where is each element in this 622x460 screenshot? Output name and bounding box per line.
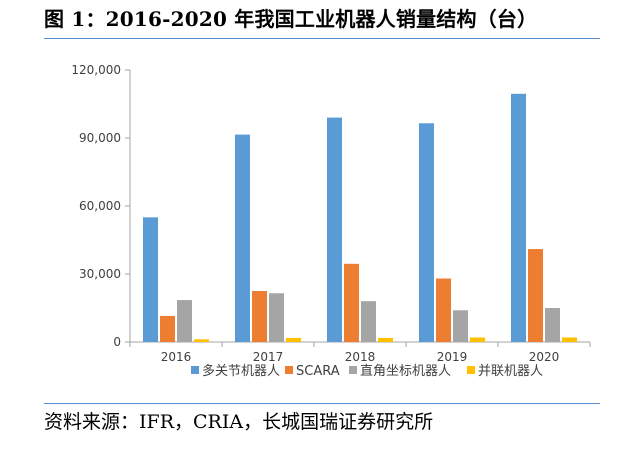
title-rule	[44, 38, 600, 39]
y-tick-label: 30,000	[79, 267, 121, 281]
bar-2017-s1	[235, 134, 250, 342]
bar-2016-s4	[194, 339, 209, 342]
y-tick-label: 60,000	[79, 199, 121, 213]
bar-2018-s3	[361, 301, 376, 342]
legend-label-s2: SCARA	[296, 364, 340, 379]
legend-swatch-s3	[349, 366, 357, 374]
x-tick-label: 2020	[529, 350, 560, 364]
bar-2020-s4	[562, 337, 577, 342]
bar-2016-s1	[143, 217, 158, 342]
bar-2018-s2	[344, 263, 359, 342]
bar-2019-s4	[470, 337, 485, 342]
legend-label-s4: 并联机器人	[478, 364, 543, 379]
source-rule	[44, 403, 600, 404]
bar-2019-s3	[453, 310, 468, 342]
x-tick-label: 2019	[437, 350, 468, 364]
bar-2020-s1	[511, 93, 526, 342]
bar-2019-s1	[419, 123, 434, 343]
y-tick-label: 0	[113, 335, 121, 349]
bar-2017-s3	[269, 293, 284, 342]
y-tick-label: 90,000	[79, 131, 121, 145]
x-tick-label: 2016	[161, 350, 192, 364]
bar-2016-s2	[160, 315, 175, 342]
bar-2017-s2	[252, 291, 267, 342]
y-tick-label: 120,000	[71, 63, 121, 77]
legend-label-s3: 直角坐标机器人	[360, 364, 451, 379]
legend-swatch-s4	[467, 366, 475, 374]
bar-2016-s3	[177, 300, 192, 342]
legend-swatch-s1	[191, 366, 199, 374]
bar-chart: 0 30,000 60,000 90,000 120,000 2016 2017 2018 20…	[71, 63, 591, 379]
x-tick-label: 2017	[253, 350, 284, 364]
bar-2018-s1	[327, 117, 342, 342]
bar-2020-s2	[528, 249, 543, 342]
bar-2020-s3	[545, 308, 560, 342]
bar-2019-s2	[436, 278, 451, 342]
source-note: 资料来源：IFR，CRIA，长城国瑞证券研究所	[44, 411, 434, 433]
x-tick-label: 2018	[345, 350, 376, 364]
bar-2017-s4	[286, 337, 301, 342]
bar-2018-s4	[378, 337, 393, 342]
figure-title: 图 1：2016-2020 年我国工业机器人销量结构（台）	[44, 7, 538, 31]
legend-label-s1: 多关节机器人	[202, 363, 280, 379]
legend-swatch-s2	[285, 366, 293, 374]
